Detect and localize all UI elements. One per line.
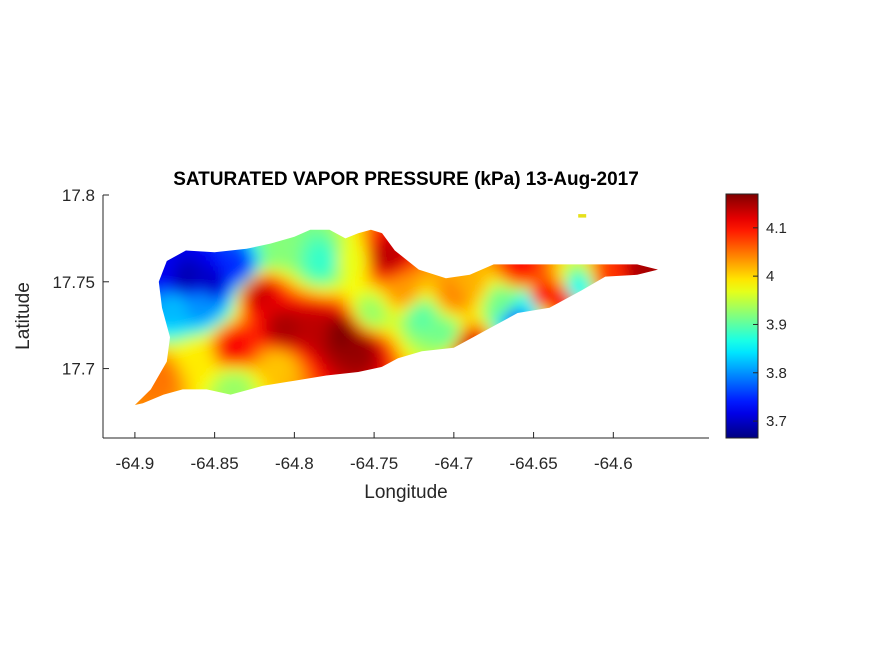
field-point — [174, 267, 197, 290]
field-point — [222, 374, 245, 397]
x-axis: -64.9 -64.85 -64.8 -64.75 -64.7 -64.65 -64.6 — [116, 432, 633, 473]
x-tick-label: -64.65 — [509, 454, 557, 473]
x-tick-label: -64.6 — [594, 454, 633, 473]
field-point — [190, 295, 213, 318]
field-point — [225, 256, 248, 279]
x-tick-label: -64.8 — [275, 454, 314, 473]
colorbar-ticks: 3.7 3.8 3.9 4 4.1 — [753, 220, 787, 430]
field-point — [187, 348, 210, 371]
field-point — [530, 284, 553, 307]
y-axis-label: Latitude — [13, 282, 34, 350]
field-point — [347, 336, 370, 359]
x-tick-label: -64.9 — [116, 454, 155, 473]
colorbar-tick-label: 3.9 — [766, 316, 787, 333]
colorbar-tick-label: 3.7 — [766, 413, 787, 430]
field-point — [312, 249, 335, 272]
field-point — [375, 246, 398, 269]
x-tick-label: -64.7 — [434, 454, 473, 473]
colorbar-frame — [725, 193, 759, 439]
islet — [578, 214, 587, 218]
field-point — [410, 305, 433, 328]
field-point — [267, 354, 290, 377]
y-axis: 17.7 17.75 17.8 — [52, 186, 109, 379]
y-tick-label: 17.75 — [52, 273, 95, 292]
field-point — [163, 296, 186, 319]
field-point — [200, 270, 223, 293]
chart-title: SATURATED VAPOR PRESSURE (kPa) 13-Aug-20… — [173, 169, 639, 190]
colorbar-tick-label: 3.8 — [766, 365, 787, 382]
x-tick-label: -64.85 — [191, 454, 239, 473]
field-point — [458, 274, 481, 297]
field-point — [434, 322, 457, 345]
field-point — [490, 291, 513, 314]
field-point — [340, 249, 363, 272]
field-point — [273, 319, 296, 342]
field-point — [331, 322, 354, 345]
x-axis-label: Longitude — [364, 482, 447, 503]
x-tick-label: -64.75 — [350, 454, 398, 473]
plot-frame — [102, 195, 709, 439]
field-point — [248, 282, 271, 305]
y-tick-label: 17.8 — [62, 186, 95, 205]
field-point — [442, 284, 465, 307]
field-point — [222, 336, 245, 359]
colorbar-tick-label: 4.1 — [766, 220, 787, 237]
field-point — [391, 281, 414, 304]
colorbar: 3.7 3.8 3.9 4 4.1 — [725, 193, 787, 439]
field-point — [302, 319, 325, 342]
colorbar-gradient — [726, 194, 758, 438]
field-point — [359, 302, 382, 325]
y-tick-label: 17.7 — [62, 360, 95, 379]
colorbar-tick-label: 4 — [766, 268, 774, 285]
